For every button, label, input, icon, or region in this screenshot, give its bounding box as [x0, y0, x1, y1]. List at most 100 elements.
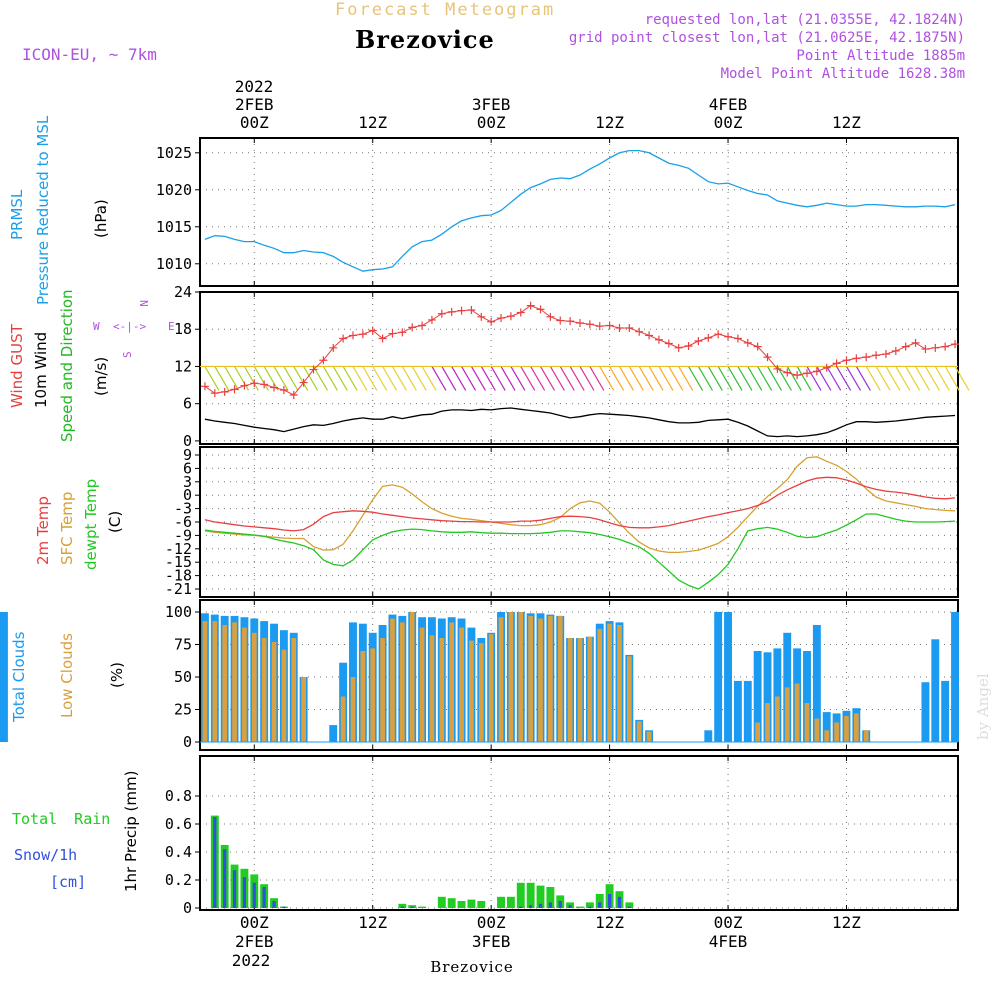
- bottom-hour-label: 12Z: [595, 913, 624, 932]
- cloud-low-label: Low Clouds: [58, 633, 76, 718]
- wind-gust-marker: [674, 343, 683, 352]
- temp-sfc-label: SFC Temp: [58, 492, 76, 565]
- snow-bar: [213, 817, 217, 908]
- snow-bar: [252, 882, 256, 908]
- cloud-low-bar: [399, 622, 405, 742]
- wind-direction-arrow: [806, 366, 822, 391]
- wind-direction-arrow: [303, 366, 319, 391]
- wind-gust-marker: [279, 386, 288, 395]
- wind-direction-arrow: [707, 366, 723, 391]
- wind-gust-marker: [418, 321, 427, 330]
- wind-direction-arrow: [431, 366, 447, 391]
- wind-gust-marker: [329, 343, 338, 352]
- cloud-total-bar: [704, 730, 713, 742]
- snow-bar: [223, 849, 227, 908]
- snow-bar: [568, 905, 572, 908]
- wind-direction-arrow: [589, 366, 605, 391]
- wind-gust-marker: [388, 329, 397, 338]
- rain-bar: [418, 906, 427, 908]
- wind-gust-marker: [457, 306, 466, 315]
- wind-direction-arrow: [401, 366, 417, 391]
- temp-2m-line: [204, 476, 956, 532]
- wind-direction-arrow: [510, 366, 526, 391]
- cloud-low-bar: [528, 615, 534, 742]
- wind-gust-marker: [398, 328, 407, 337]
- temp-ytick-label: -15: [165, 553, 192, 571]
- wind-gust-marker: [427, 315, 436, 324]
- snow-bar: [410, 906, 414, 908]
- pressure-label-prmsl: PRMSL: [8, 189, 26, 240]
- precip-labels: Total Rain Snow/1h [cm] 1hr Precip (mm): [12, 771, 140, 892]
- wind-gust-marker: [536, 305, 545, 314]
- rain-label: Total Rain: [12, 810, 110, 828]
- cloud-total-bar: [773, 648, 782, 742]
- wind-direction-arrow: [382, 366, 398, 391]
- cloud-total-bar: [763, 652, 772, 742]
- wind-direction-arrow: [520, 366, 536, 391]
- wind-gust-marker: [694, 337, 703, 346]
- cloud-low-bar: [212, 621, 218, 742]
- wind-gust-marker: [753, 342, 762, 351]
- wind-unit: (m/s): [92, 357, 110, 396]
- cloud-low-bar: [617, 625, 622, 742]
- cloud-low-bar: [834, 722, 839, 742]
- wind-direction-arrow: [609, 366, 625, 391]
- wind-gust-marker: [319, 356, 328, 365]
- wind-direction-arrow: [461, 366, 477, 391]
- wind-gust-marker: [852, 354, 861, 363]
- clouds-ytick-label: 75: [174, 636, 192, 654]
- cloud-low-bar: [636, 721, 642, 742]
- wind-direction-arrow: [352, 366, 368, 391]
- wind-direction-arrow: [826, 366, 842, 391]
- wind-direction-arrow: [658, 366, 674, 391]
- wind-gust-marker: [339, 334, 348, 343]
- cloud-total-bar: [743, 680, 752, 742]
- compass-arrows: <-|->: [113, 320, 146, 333]
- cloud-low-bar: [469, 640, 474, 742]
- cloud-total-bar: [724, 612, 732, 742]
- bottom-hour-label: 00Z: [714, 913, 743, 932]
- cloud-low-bar: [853, 713, 859, 742]
- cloud-unit: (%): [108, 662, 126, 688]
- wind-ytick-label: 6: [183, 395, 192, 413]
- pressure-panel: 1010 1015 1020 1025: [156, 137, 959, 287]
- cloud-low-bar: [459, 627, 464, 742]
- wind-gust-marker: [506, 312, 515, 321]
- cloud-low-bar: [597, 628, 603, 742]
- wind-direction-arrow: [490, 366, 506, 391]
- precip-unit: 1hr Precip (mm): [122, 771, 140, 892]
- pressure-ytick-label: 1015: [156, 218, 192, 236]
- cloud-low-bar: [251, 632, 257, 742]
- snow-label: Snow/1h: [14, 846, 77, 864]
- rain-bar: [546, 887, 555, 908]
- cloud-low-bar: [370, 648, 376, 742]
- wind-gust-marker: [477, 312, 486, 321]
- cloud-low-bar: [508, 612, 514, 742]
- cloud-total-bar: [329, 725, 338, 742]
- cloud-low-bar: [449, 622, 455, 742]
- snow-bar: [272, 901, 276, 908]
- wind-gust-marker: [200, 382, 209, 391]
- snow-bar: [538, 903, 543, 908]
- wind-direction-arrow: [293, 366, 309, 391]
- model-label: ICON-EU, ~ 7km: [22, 45, 157, 64]
- wind-gust-marker: [230, 385, 239, 394]
- pressure-ytick-label: 1010: [156, 255, 192, 273]
- wind-direction-arrow: [678, 366, 694, 391]
- wind-gust-marker: [891, 346, 900, 355]
- wind-direction-arrow: [905, 366, 921, 391]
- bottom-hour-label: 00Z: [240, 913, 269, 932]
- cloud-low-bar: [567, 638, 573, 742]
- snow-bar: [242, 877, 246, 908]
- wind-gust-line: [204, 305, 956, 396]
- temp-2m-label: 2m Temp: [34, 496, 52, 565]
- wind-gust-marker: [566, 317, 575, 326]
- top-date-label: 3FEB: [472, 95, 511, 114]
- rain-bar: [526, 882, 535, 908]
- wind-gust-marker: [260, 380, 269, 389]
- wind-speed-line: [204, 407, 956, 438]
- cloud-low-bar: [281, 649, 287, 742]
- wind-direction-arrow: [579, 366, 595, 391]
